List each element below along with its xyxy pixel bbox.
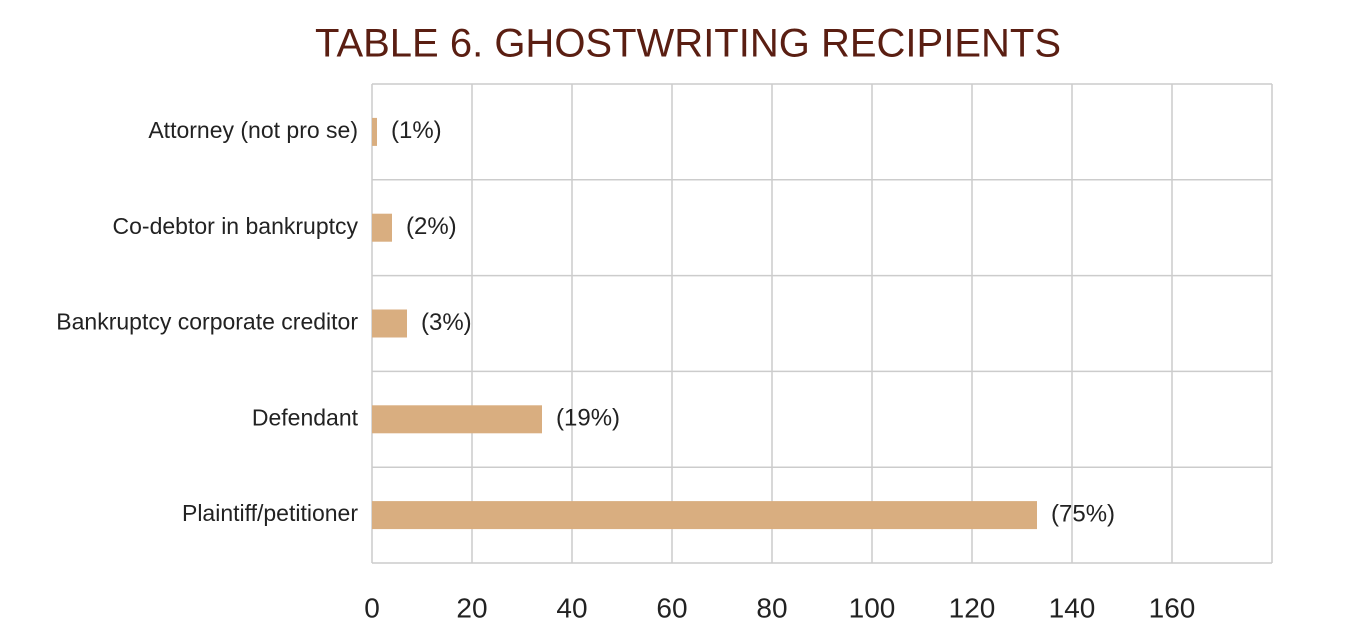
percent-label: (19%) xyxy=(556,405,620,432)
bar xyxy=(372,117,377,146)
y-tick-label: Defendant xyxy=(252,404,359,430)
x-tick-label: 160 xyxy=(1149,592,1196,623)
x-tick-label: 60 xyxy=(656,592,687,623)
percent-label: (75%) xyxy=(1051,500,1115,527)
y-tick-label: Bankruptcy corporate creditor xyxy=(56,309,358,335)
y-tick-label: Attorney (not pro se) xyxy=(148,117,358,143)
chart-title: TABLE 6. GHOSTWRITING RECIPIENTS xyxy=(315,22,1061,66)
bar xyxy=(372,501,1037,530)
x-tick-label: 120 xyxy=(949,592,996,623)
x-tick-label: 40 xyxy=(556,592,587,623)
x-tick-label: 100 xyxy=(849,592,896,623)
bar xyxy=(372,405,542,434)
x-tick-label: 0 xyxy=(364,592,380,623)
percent-label: (2%) xyxy=(406,213,457,240)
x-tick-label: 80 xyxy=(756,592,787,623)
y-tick-label: Plaintiff/petitioner xyxy=(182,500,358,526)
bar xyxy=(372,213,392,242)
x-tick-label: 140 xyxy=(1049,592,1096,623)
bar xyxy=(372,309,407,338)
percent-label: (3%) xyxy=(421,309,472,336)
x-tick-label: 20 xyxy=(456,592,487,623)
percent-label: (1%) xyxy=(391,117,442,144)
y-tick-label: Co-debtor in bankruptcy xyxy=(113,213,359,239)
